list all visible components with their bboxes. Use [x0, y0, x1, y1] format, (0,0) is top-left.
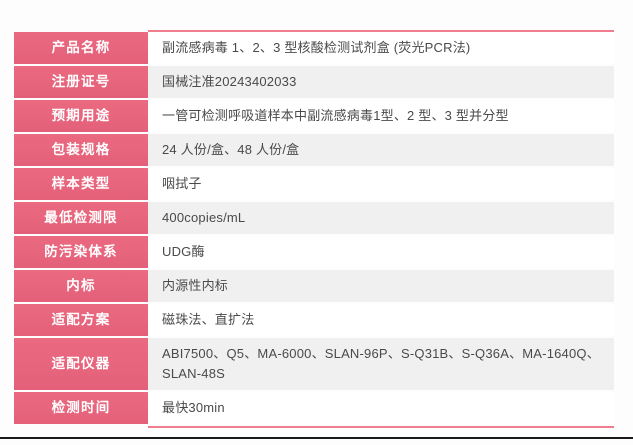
spec-row: 适配仪器 ABI7500、Q5、MA-6000、SLAN-96P、S-Q31B、S… [14, 338, 614, 390]
spec-row: 包装规格 24 人份/盒、48 人份/盒 [14, 134, 614, 166]
table-top-rule [148, 30, 614, 32]
spec-row-label: 注册证号 [14, 66, 148, 98]
spec-row-label: 样本类型 [14, 168, 148, 200]
spec-row-label: 包装规格 [14, 134, 148, 166]
spec-table-rows: 产品名称 副流感病毒 1、2、3 型核酸检测试剂盒 (荧光PCR法) 注册证号 国械注… [14, 32, 614, 424]
spec-row-value-text: 内源性内标 [162, 277, 229, 293]
spec-row-value-text: 最快30min [162, 399, 225, 415]
spec-row-value: UDG酶 [148, 236, 614, 268]
spec-row: 防污染体系 UDG酶 [14, 236, 614, 268]
spec-row: 适配方案 磁珠法、直扩法 [14, 304, 614, 336]
spec-row: 样本类型 咽拭子 [14, 168, 614, 200]
spec-row: 预期用途 一管可检测呼吸道样本中副流感病毒1型、2 型、3 型并分型 [14, 100, 614, 132]
spec-row-value-text: ABI7500、Q5、MA-6000、SLAN-96P、S-Q31B、S-Q36… [162, 345, 600, 381]
page-bottom-rule [0, 437, 633, 439]
spec-row-value: 国械注准20243402033 [148, 66, 614, 98]
spec-row-value-text: 副流感病毒 1、2、3 型核酸检测试剂盒 (荧光PCR法) [162, 39, 471, 55]
spec-row-label: 适配仪器 [14, 338, 148, 390]
spec-row-value: 最快30min [148, 392, 614, 424]
spec-row-label: 防污染体系 [14, 236, 148, 268]
spec-row: 注册证号 国械注准20243402033 [14, 66, 614, 98]
spec-row-value-text: 400copies/mL [162, 209, 246, 225]
spec-row-label: 产品名称 [14, 32, 148, 64]
spec-row: 最低检测限 400copies/mL [14, 202, 614, 234]
spec-row-value: 400copies/mL [148, 202, 614, 234]
spec-row-value-text: 24 人份/盒、48 人份/盒 [162, 141, 300, 157]
table-bottom-rule [148, 426, 614, 428]
spec-row-value: 内源性内标 [148, 270, 614, 302]
spec-row-value: 磁珠法、直扩法 [148, 304, 614, 336]
spec-row: 检测时间 最快30min [14, 392, 614, 424]
spec-row: 内标 内源性内标 [14, 270, 614, 302]
spec-row-label: 适配方案 [14, 304, 148, 336]
spec-row-value: 咽拭子 [148, 168, 614, 200]
spec-row-label: 内标 [14, 270, 148, 302]
spec-row-value: 24 人份/盒、48 人份/盒 [148, 134, 614, 166]
spec-row-value-text: 一管可检测呼吸道样本中副流感病毒1型、2 型、3 型并分型 [162, 107, 509, 123]
spec-row-value: ABI7500、Q5、MA-6000、SLAN-96P、S-Q31B、S-Q36… [148, 338, 614, 390]
spec-row: 产品名称 副流感病毒 1、2、3 型核酸检测试剂盒 (荧光PCR法) [14, 32, 614, 64]
spec-row-value: 副流感病毒 1、2、3 型核酸检测试剂盒 (荧光PCR法) [148, 32, 614, 64]
spec-row-value-text: 国械注准20243402033 [162, 73, 297, 89]
spec-row-label: 检测时间 [14, 392, 148, 424]
spec-row-label: 预期用途 [14, 100, 148, 132]
spec-row-value: 一管可检测呼吸道样本中副流感病毒1型、2 型、3 型并分型 [148, 100, 614, 132]
spec-row-value-text: 咽拭子 [162, 175, 202, 191]
spec-row-value-text: UDG酶 [162, 243, 205, 259]
spec-row-label: 最低检测限 [14, 202, 148, 234]
spec-row-value-text: 磁珠法、直扩法 [162, 311, 255, 327]
